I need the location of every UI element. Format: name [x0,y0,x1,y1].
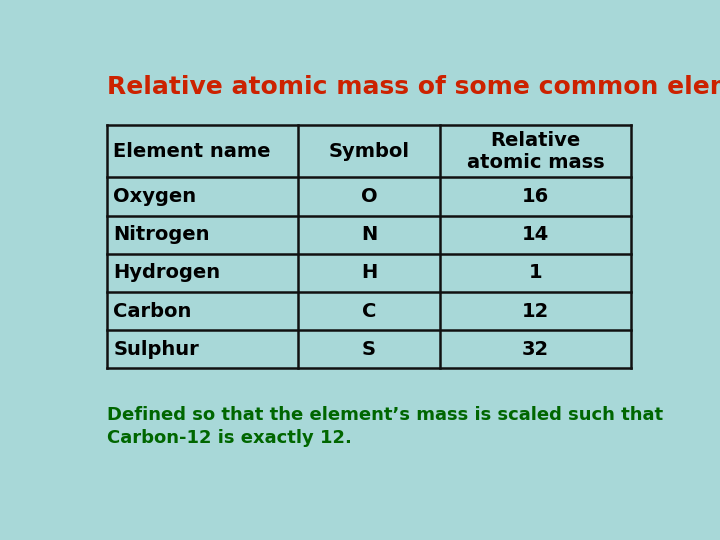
Text: S: S [362,340,376,359]
Text: Defined so that the element’s mass is scaled such that
Carbon-12 is exactly 12.: Defined so that the element’s mass is sc… [107,406,663,447]
Text: 16: 16 [522,187,549,206]
Text: Relative atomic mass of some common elements: Relative atomic mass of some common elem… [107,75,720,99]
Text: Hydrogen: Hydrogen [114,264,220,282]
Text: Element name: Element name [114,141,271,161]
Text: Oxygen: Oxygen [114,187,197,206]
Text: Symbol: Symbol [328,141,410,161]
Text: Carbon: Carbon [114,301,192,321]
Text: 1: 1 [528,264,542,282]
Text: 14: 14 [522,225,549,244]
Text: Relative
atomic mass: Relative atomic mass [467,131,604,172]
Text: C: C [362,301,376,321]
Text: Nitrogen: Nitrogen [114,225,210,244]
Text: 32: 32 [522,340,549,359]
Text: Sulphur: Sulphur [114,340,199,359]
Text: 12: 12 [522,301,549,321]
Text: H: H [361,264,377,282]
Text: N: N [361,225,377,244]
Text: O: O [361,187,377,206]
